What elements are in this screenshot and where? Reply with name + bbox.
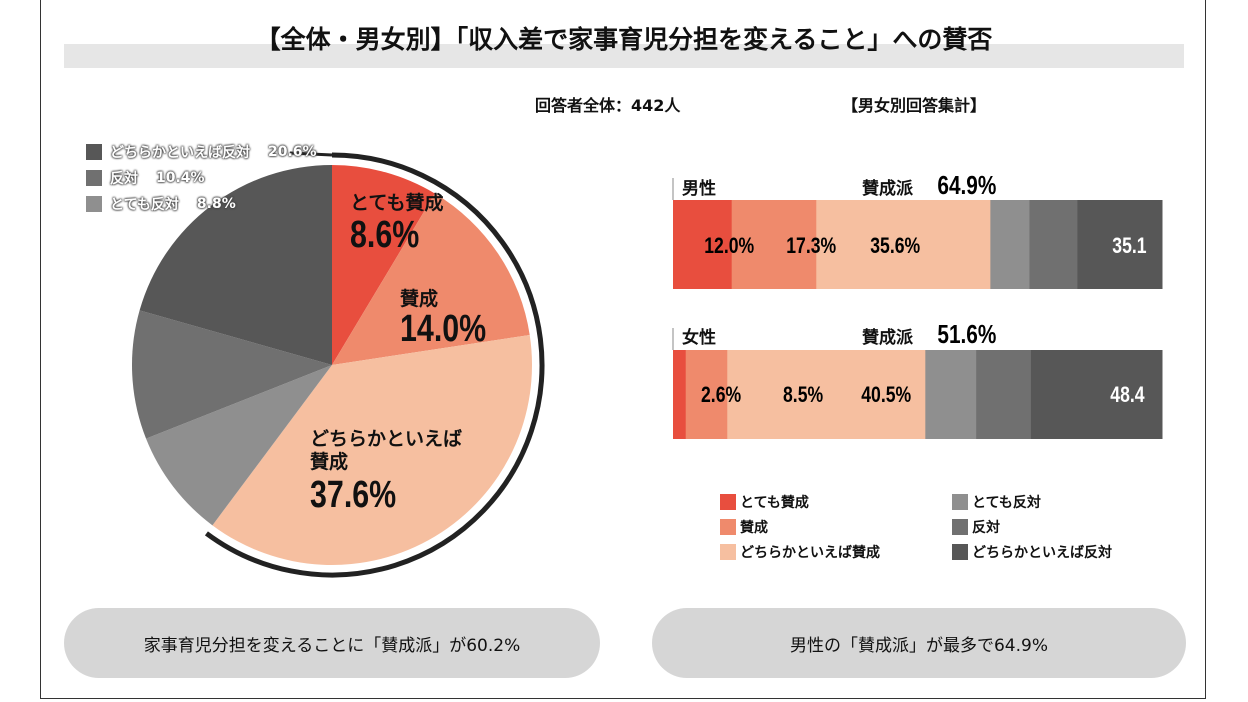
pie-legend-item: とても反対 8.8% (86, 194, 317, 214)
legend-item: どちらかといえば賛成 (720, 542, 952, 562)
bar-label: 12.0% (704, 233, 755, 258)
stacked-bar-chart (672, 178, 1163, 439)
legend-label: どちらかといえば反対 (972, 545, 1112, 561)
legend-label: どちらかといえば反対 (110, 145, 250, 161)
bar-segment (1077, 200, 1163, 289)
pie-slice (139, 165, 332, 365)
pie-legend-item: 反対 10.4% (86, 168, 317, 188)
pie-slice (332, 165, 435, 365)
legend-value: 8.8% (196, 196, 236, 212)
legend-item: とても賛成 (720, 492, 952, 512)
legend-label: とても反対 (110, 197, 179, 213)
pie-label-very-agree: とても賛成 (350, 192, 444, 214)
title-band (64, 44, 1184, 68)
legend-swatch (86, 196, 102, 212)
bar-segment (731, 200, 817, 289)
legend-swatch (720, 494, 736, 510)
bar-oppose-total: 48.4 (1110, 382, 1145, 407)
legend-label: とても反対 (972, 495, 1041, 511)
bar-segment (727, 350, 926, 439)
pie-label-somewhat-agree: どちらかといえば (310, 428, 463, 450)
male-agree-label: 賛成派 (862, 179, 913, 199)
bar-label: 40.5% (861, 382, 912, 407)
legend-swatch (86, 144, 102, 160)
pie-slice (332, 193, 530, 365)
legend-item: 反対 (952, 517, 1152, 537)
legend-value: 20.6% (268, 144, 317, 160)
summary-right: 男性の「賛成派」が最多で64.9% (652, 608, 1186, 678)
legend-value: 10.4% (156, 170, 205, 186)
bar-segment (685, 350, 728, 439)
bar-segment (1029, 200, 1078, 289)
row-label-male: 男性 (682, 179, 716, 199)
agree-arc (204, 152, 545, 578)
pie-slice (146, 365, 332, 526)
bar-label: 8.5% (783, 382, 824, 407)
pie-legend-item: どちらかといえば反対 20.6% (86, 142, 317, 162)
pie-chart (132, 151, 545, 578)
legend-connector (289, 151, 333, 157)
pie-legend: どちらかといえば反対 20.6% 反対 10.4% とても反対 8.8% (86, 142, 317, 214)
bar-segment (1030, 350, 1163, 439)
legend-swatch (720, 544, 736, 560)
legend-swatch (952, 544, 968, 560)
bar-label: 35.6% (870, 233, 921, 258)
male-agree-total: 64.9% (937, 170, 997, 200)
pie-slice (212, 334, 532, 565)
pie-label-agree: 賛成 (400, 288, 439, 310)
bar-segment (673, 200, 733, 289)
pie-label-somewhat-agree-2: 賛成 (310, 451, 349, 473)
female-agree-total: 51.6% (937, 319, 997, 349)
pie-slice (132, 310, 332, 439)
legend-swatch (952, 519, 968, 535)
bar-oppose-total: 35.1 (1112, 233, 1147, 258)
legend-label: とても賛成 (740, 495, 809, 511)
bar-label: 2.6% (701, 382, 742, 407)
pie-value-somewhat-agree: 37.6% (310, 474, 397, 516)
female-agree-label: 賛成派 (862, 328, 913, 348)
legend-label: 反対 (110, 171, 138, 187)
legend-label: どちらかといえば賛成 (740, 545, 880, 561)
frame (40, 0, 1206, 699)
legend-label: 反対 (972, 520, 1000, 536)
pie-value-very-agree: 8.6% (350, 214, 420, 256)
legend-swatch (952, 494, 968, 510)
bar-segment (990, 200, 1030, 289)
legend-item: 賛成 (720, 517, 952, 537)
legend-item: どちらかといえば反対 (952, 542, 1152, 562)
summary-left: 家事育児分担を変えることに「賛成派」が60.2% (64, 608, 600, 678)
bar-segment (925, 350, 977, 439)
respondent-count: 回答者全体：442人 (535, 96, 681, 115)
legend-label: 賛成 (740, 520, 768, 536)
chart-title: 【全体・男女別】「収入差で家事育児分担を変えること」への賛否 (255, 25, 993, 54)
bar-segment (976, 350, 1032, 439)
legend-swatch (86, 170, 102, 186)
legend-item: とても反対 (952, 492, 1152, 512)
legend-swatch (720, 519, 736, 535)
bar-segment (816, 200, 991, 289)
pie-value-agree: 14.0% (400, 308, 487, 350)
bar-segment (673, 350, 687, 439)
bar-legend: とても賛成 とても反対 賛成 反対 どちらかといえば賛成 どちらかといえば反対 (720, 492, 1152, 562)
row-label-female: 女性 (682, 328, 716, 348)
gender-heading: 【男女別回答集計】 (842, 96, 987, 115)
bar-label: 17.3% (786, 233, 837, 258)
